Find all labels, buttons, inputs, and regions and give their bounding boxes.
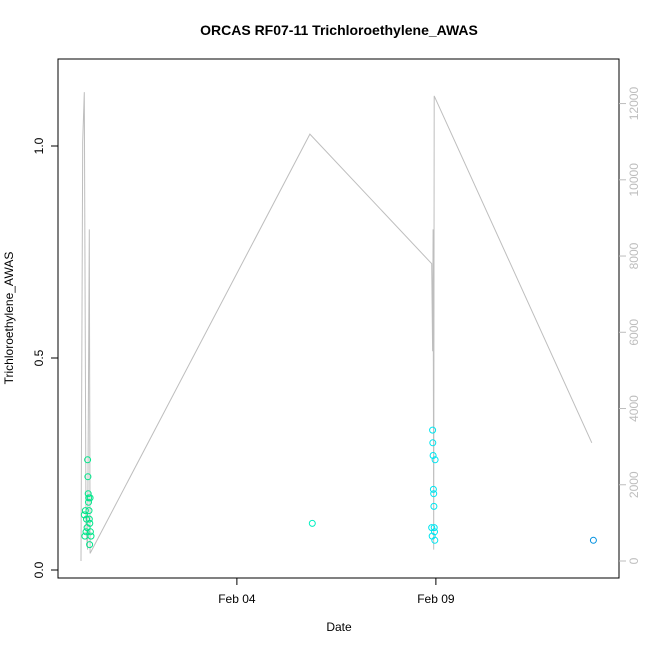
y-tick-label: 1.0	[32, 137, 46, 154]
x-axis: Feb 04 Feb 09	[218, 578, 455, 606]
plot-area	[57, 58, 620, 579]
right-y-tick-label: 12000	[627, 87, 641, 121]
data-point	[85, 507, 93, 515]
data-point	[85, 515, 93, 523]
data-point	[83, 515, 90, 523]
data-point	[84, 490, 92, 498]
x-tick-label: Feb 09	[417, 592, 455, 606]
y-tick-label: 0.5	[32, 349, 46, 366]
y-axis-label: Trichloroethylene_AWAS	[2, 252, 16, 385]
altitude-line	[80, 92, 593, 562]
data-point	[86, 519, 94, 527]
data-point	[80, 511, 88, 519]
data-point	[82, 528, 90, 536]
data-point	[81, 507, 89, 515]
right-y-tick-label: 0	[627, 557, 641, 564]
data-point	[429, 452, 437, 459]
x-axis-label: Date	[326, 620, 352, 634]
data-point	[431, 456, 439, 464]
right-y-axis: 0 2000 4000 6000 8000 10000 12000	[619, 87, 641, 564]
data-point	[431, 536, 439, 544]
right-y-tick-label: 8000	[627, 242, 641, 269]
chart-title: ORCAS RF07-11 Trichloroethylene_AWAS	[200, 22, 478, 38]
right-y-tick-label: 2000	[627, 471, 641, 498]
altitude-line-layer	[80, 92, 593, 562]
data-point	[430, 524, 438, 532]
data-point	[429, 485, 437, 493]
data-point	[431, 528, 438, 536]
y-tick-label: 0.0	[32, 561, 46, 578]
data-point	[429, 439, 437, 447]
right-y-tick-label: 6000	[627, 319, 641, 346]
data-point	[308, 519, 316, 527]
right-y-tick-label: 10000	[627, 163, 641, 197]
data-point	[589, 536, 597, 544]
y-axis: 0.00.51.01.52.0	[32, 137, 58, 578]
x-tick-label: Feb 04	[218, 592, 256, 606]
data-point	[429, 426, 437, 434]
data-point	[85, 498, 92, 506]
data-point	[86, 494, 94, 502]
data-point	[84, 456, 92, 464]
data-point	[430, 490, 438, 498]
data-point	[430, 502, 438, 510]
data-points-layer	[80, 426, 597, 549]
data-point	[86, 541, 94, 549]
data-point	[84, 473, 92, 481]
data-point	[87, 532, 95, 540]
data-point	[86, 528, 94, 536]
right-y-tick-label: 4000	[627, 395, 641, 422]
